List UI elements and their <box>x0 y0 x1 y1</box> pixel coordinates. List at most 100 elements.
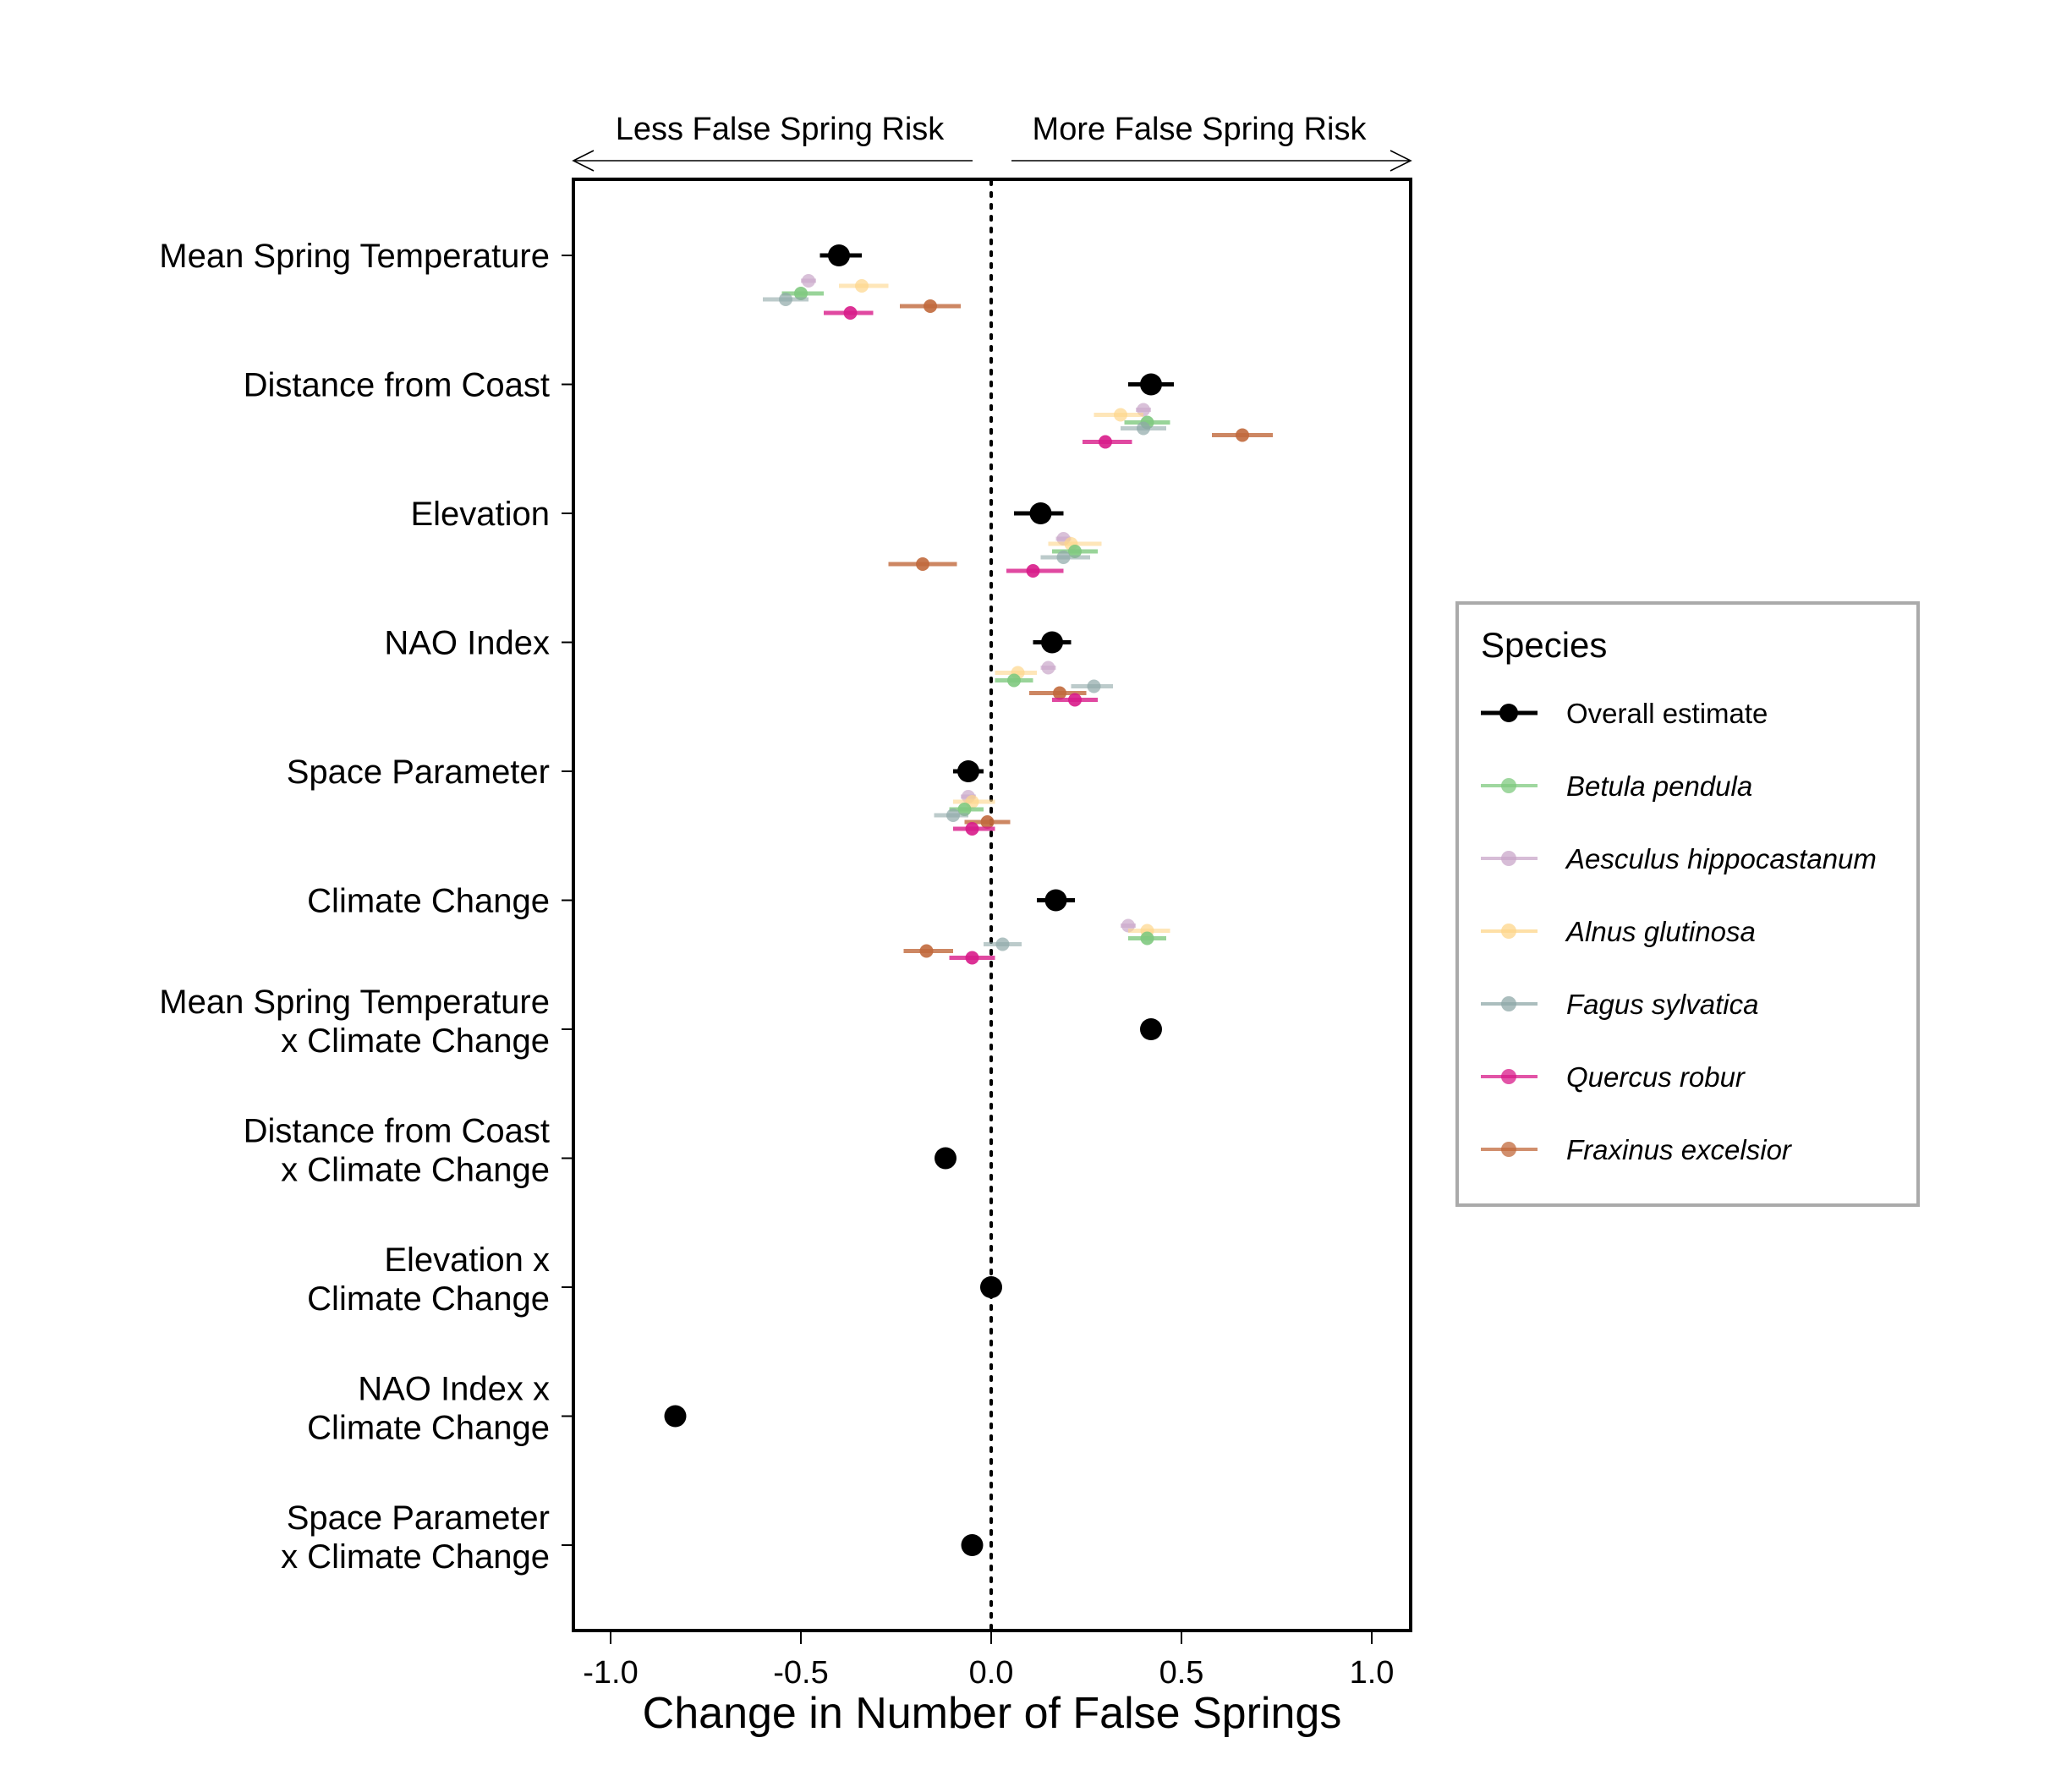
row-label-line: Climate Change <box>307 1280 550 1318</box>
row-label-line: Space Parameter <box>287 1499 550 1537</box>
legend-marker-fagus <box>1501 996 1516 1011</box>
legend: Species Overall estimate Betula pendula Ae… <box>1455 601 1920 1207</box>
species-point-aesculus <box>1041 661 1055 675</box>
row-marks <box>980 1276 1002 1298</box>
row-label-line: x Climate Change <box>281 1152 550 1189</box>
row-label: Space Parameter <box>287 754 550 791</box>
overall-point <box>828 244 850 266</box>
row-marks <box>1083 373 1273 449</box>
row-label-line: NAO Index <box>384 625 550 662</box>
species-point-fraxinus <box>1236 428 1249 442</box>
legend-label-fraxinus: Fraxinus excelsior <box>1566 1134 1793 1165</box>
row-label-line: Distance from Coast <box>244 367 550 404</box>
row-label-line: Climate Change <box>307 1410 550 1447</box>
row-marks <box>995 631 1113 707</box>
overall-point <box>957 760 979 782</box>
x-tick-label: -0.5 <box>773 1655 828 1691</box>
species-point-betula <box>1068 545 1082 558</box>
legend-marker-fraxinus <box>1501 1142 1516 1157</box>
row-label-line: NAO Index x <box>358 1371 550 1408</box>
row-label-line: Mean Spring Temperature <box>159 238 550 275</box>
species-point-aesculus <box>802 274 815 288</box>
species-point-fagus <box>1087 679 1101 693</box>
x-axis: -1.0 -0.5 0.0 0.5 1.0 <box>583 1631 1394 1691</box>
overall-point <box>664 1405 687 1428</box>
overall-point <box>1140 1018 1162 1040</box>
species-point-fraxinus <box>919 944 934 958</box>
x-axis-label: Change in Number of False Springs <box>643 1689 1342 1738</box>
legend-marker-quercus <box>1501 1069 1516 1084</box>
row-label-line: Mean Spring Temperature <box>159 984 550 1021</box>
species-point-betula <box>1140 931 1154 946</box>
legend-marker-overall <box>1499 704 1518 722</box>
species-point-fagus <box>1137 421 1150 436</box>
row-label-line: Elevation x <box>384 1242 550 1279</box>
row-label: Climate Change <box>307 883 550 920</box>
species-point-quercus <box>1068 693 1082 707</box>
legend-label-quercus: Quercus robur <box>1566 1061 1746 1093</box>
row-label: Distance from Coast x Climate Change <box>244 1113 550 1189</box>
more-risk-arrowhead <box>1390 150 1412 172</box>
row-label: Mean Spring Temperature x Climate Change <box>159 984 550 1060</box>
species-point-quercus <box>1099 435 1112 449</box>
row-marks <box>664 1405 687 1428</box>
species-point-fagus <box>1056 551 1071 564</box>
species-point-alnus <box>1114 408 1127 422</box>
row-label: NAO Index <box>384 625 550 662</box>
row-marks <box>763 244 961 320</box>
legend-marker-betula <box>1501 778 1516 793</box>
y-axis: Mean Spring Temperature Distance from Coa… <box>159 238 572 1576</box>
row-label-line: x Climate Change <box>281 1022 550 1060</box>
less-risk-arrowhead <box>572 150 595 172</box>
overall-point <box>1041 631 1063 654</box>
species-point-fraxinus <box>1053 686 1066 700</box>
row-label: Distance from Coast <box>244 367 550 404</box>
species-point-fagus <box>995 937 1010 951</box>
x-tick-label: 0.5 <box>1159 1655 1204 1691</box>
species-point-fraxinus <box>924 299 937 313</box>
species-point-betula <box>957 803 972 816</box>
row-marks <box>903 889 1170 965</box>
row-label-line: Elevation <box>410 496 550 533</box>
row-label: Elevation <box>410 496 550 533</box>
legend-label-fagus: Fagus sylvatica <box>1566 989 1758 1020</box>
x-tick-label: 1.0 <box>1350 1655 1395 1691</box>
overall-point <box>1140 373 1162 396</box>
legend-marker-aesculus <box>1501 851 1516 866</box>
x-tick-label: -1.0 <box>583 1655 638 1691</box>
row-marks <box>1140 1018 1162 1040</box>
row-label: NAO Index x Climate Change <box>307 1371 550 1447</box>
legend-label-aesculus: Aesculus hippocastanum <box>1565 843 1877 874</box>
overall-point <box>1029 502 1052 524</box>
species-point-quercus <box>965 822 979 836</box>
row-label-line: Distance from Coast <box>244 1113 550 1150</box>
species-point-quercus <box>843 306 858 320</box>
overall-point <box>980 1276 1002 1298</box>
row-marks <box>935 1147 957 1170</box>
legend-label-betula: Betula pendula <box>1566 770 1752 802</box>
legend-label-overall: Overall estimate <box>1566 698 1768 729</box>
species-point-betula <box>1007 673 1021 688</box>
legend-entries: Overall estimate Betula pendula Aesculus h… <box>1481 698 1877 1165</box>
species-point-betula <box>794 287 808 300</box>
row-marks <box>888 502 1102 578</box>
species-point-alnus <box>855 279 869 293</box>
overall-point <box>961 1534 984 1556</box>
risk-annotation: Less False Spring Risk More False Spring… <box>572 112 1412 172</box>
legend-box <box>1455 601 1920 1207</box>
legend-title: Species <box>1481 625 1607 665</box>
row-label: Elevation x Climate Change <box>307 1242 550 1318</box>
species-point-fagus <box>946 809 960 822</box>
less-risk-label: Less False Spring Risk <box>616 112 946 147</box>
legend-marker-alnus <box>1501 924 1516 939</box>
species-point-quercus <box>1026 564 1040 578</box>
row-label: Space Parameter x Climate Change <box>281 1499 550 1576</box>
row-label-line: Climate Change <box>307 883 550 920</box>
row-label-line: x Climate Change <box>281 1538 550 1576</box>
row-label: Mean Spring Temperature <box>159 238 550 275</box>
species-point-fraxinus <box>980 815 995 829</box>
species-point-quercus <box>965 951 979 965</box>
overall-point <box>935 1147 957 1170</box>
more-risk-label: More False Spring Risk <box>1033 112 1368 147</box>
